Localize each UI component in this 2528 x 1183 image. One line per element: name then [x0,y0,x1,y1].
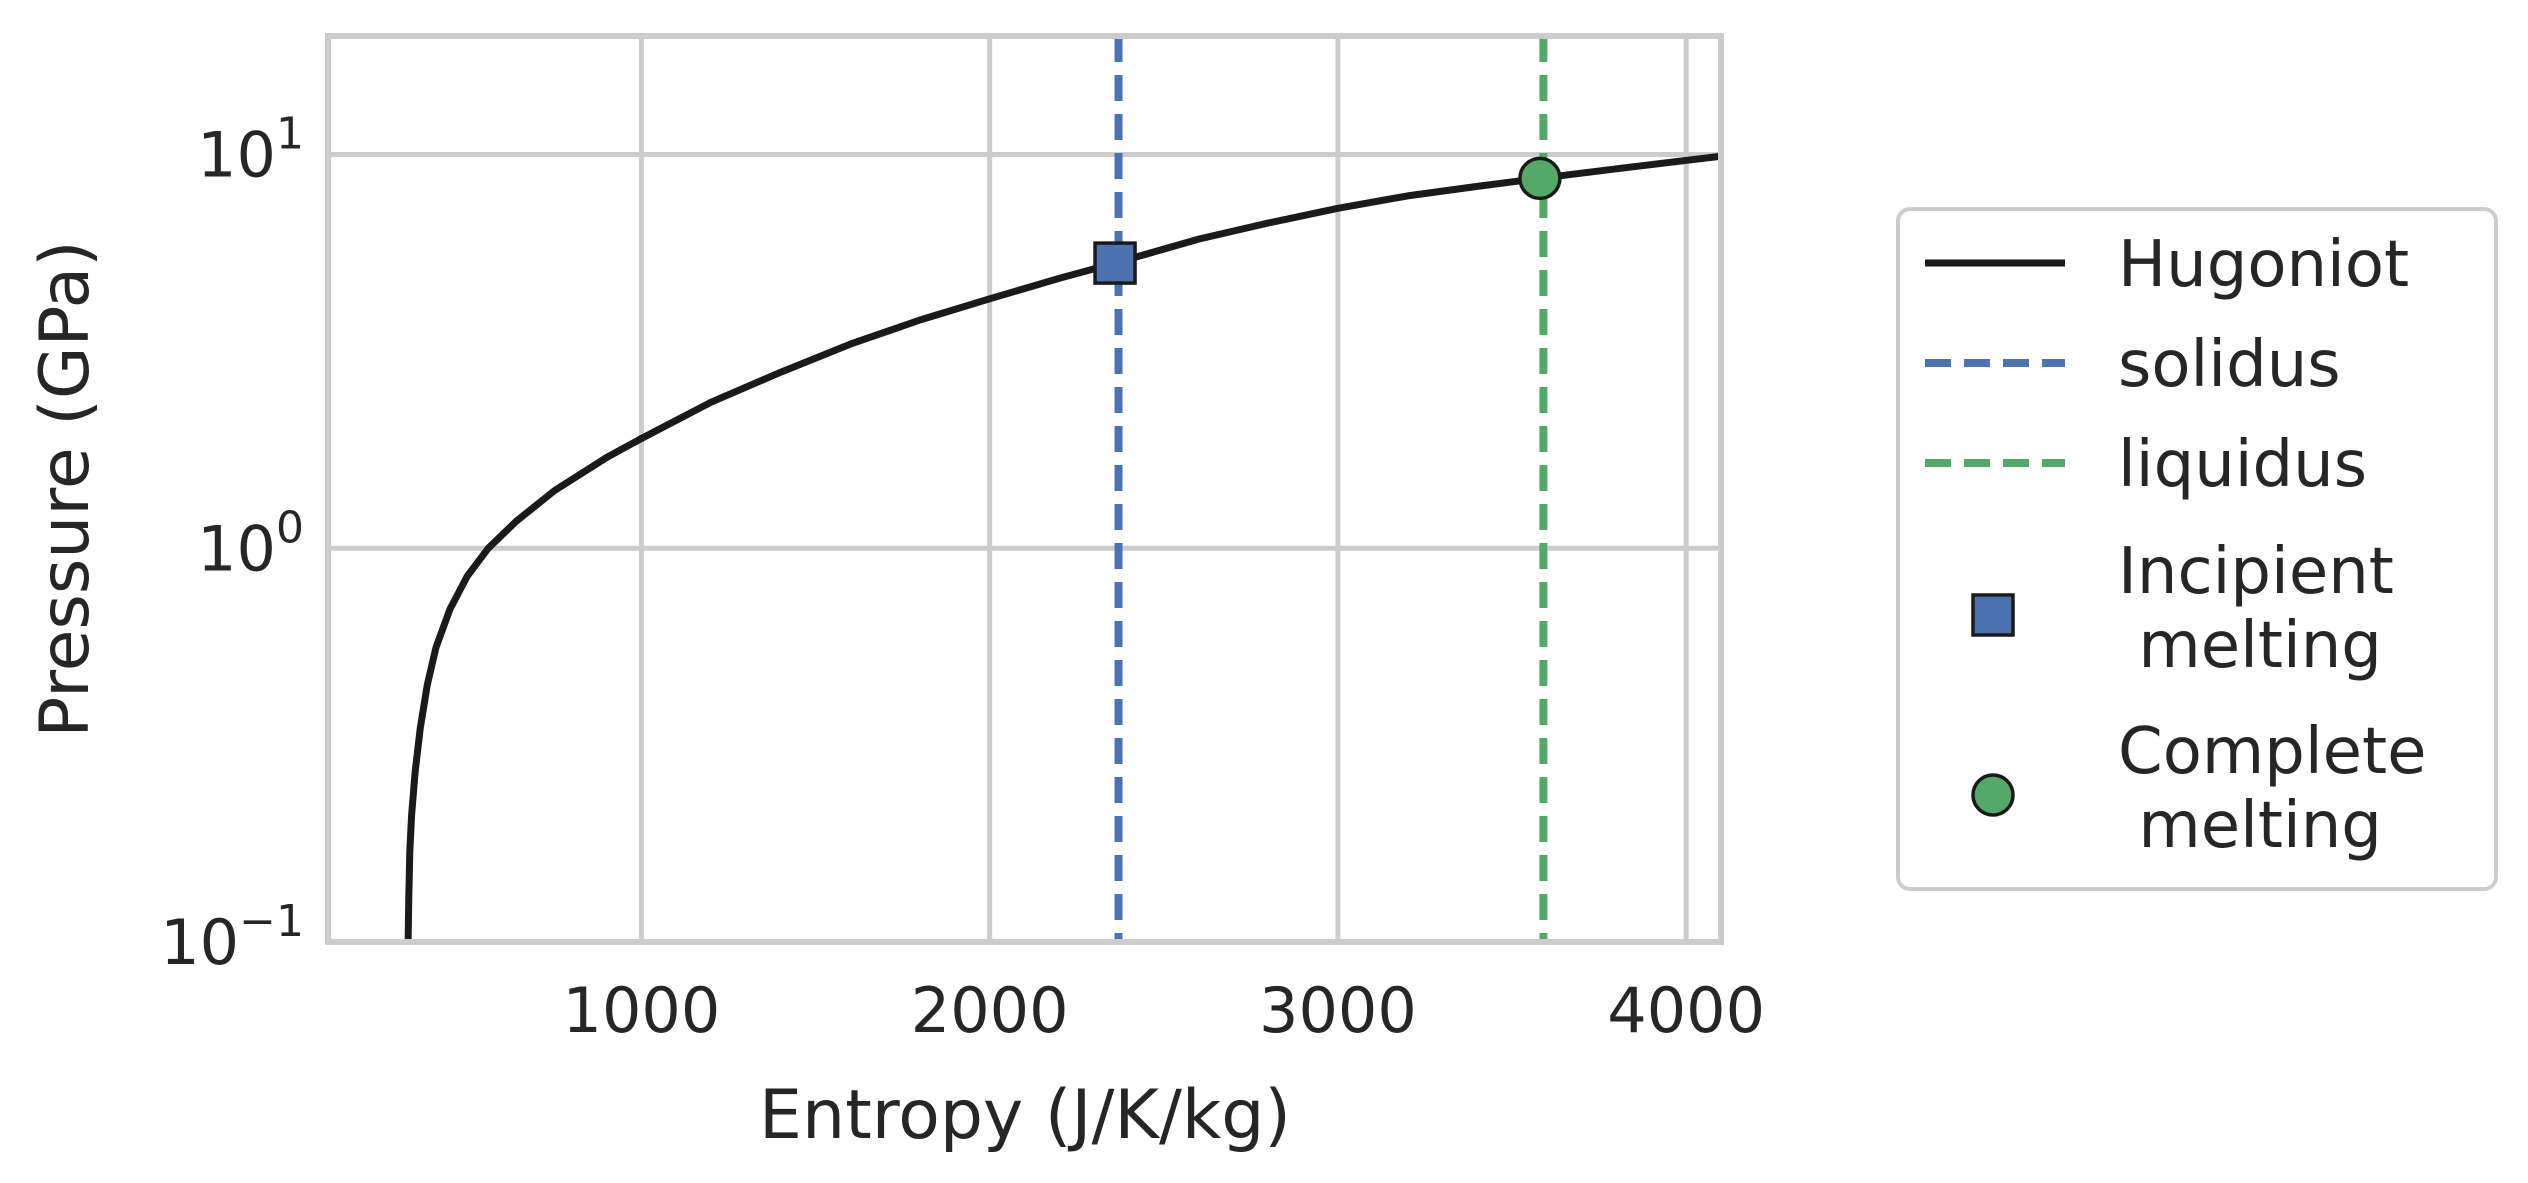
x-tick-label: 3000 [1259,974,1417,1047]
plot-frame [325,33,1724,945]
legend-label-solidus: solidus [2118,328,2341,402]
x-axis-title: Entropy (J/K/kg) [759,1076,1291,1155]
x-tick-label: 2000 [911,974,1069,1047]
y-axis-title: Pressure (GPa) [26,240,105,737]
legend-marker-complete-melting [1971,773,2015,817]
legend: Hugoniot solidus liquidus Incipient melting… [1896,207,2498,891]
hugoniot-line [404,152,1721,942]
complete-melting-marker [1518,156,1562,201]
legend-label-incipient-melting: Incipient melting [2118,535,2394,683]
tick-labels: 1000 2000 3000 4000 10−1 100 101 [160,109,1765,1047]
y-tick-label: 100 [197,502,304,585]
x-tick-label: 4000 [1607,974,1765,1047]
legend-label-complete-melting: Complete melting [2118,715,2426,863]
legend-label-hugoniot: Hugoniot [2118,228,2409,302]
incipient-melting-marker [1093,241,1137,285]
legend-marker-incipient-melting [1971,593,2015,637]
legend-label-liquidus: liquidus [2118,428,2367,502]
legend-box [1896,207,2498,891]
plot-area [404,36,1721,942]
y-tick-label: 101 [197,109,304,192]
grid [328,36,1721,945]
x-tick-label: 1000 [563,974,721,1047]
y-tick-label: 10−1 [160,896,304,979]
